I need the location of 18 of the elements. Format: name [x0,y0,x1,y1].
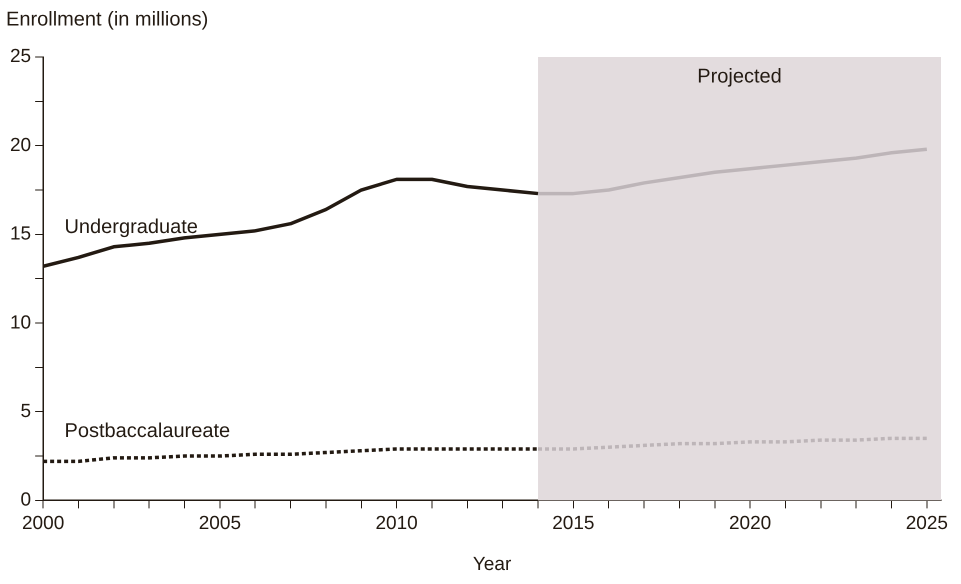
x-axis-title: Year [472,554,512,575]
y-tick-label: 25 [10,46,32,68]
y-axis-title: Enrollment (in millions) [6,8,208,31]
y-tick-label: 5 [20,400,32,422]
y-tick-label: 20 [10,134,32,156]
x-tick-label: 2005 [198,513,242,534]
line-series [536,436,929,451]
y-tick-label: 10 [10,312,32,334]
x-tick-label: 2000 [22,513,64,534]
series-label: Undergraduate [64,216,198,238]
x-tick-label: 2020 [728,513,772,534]
x-tick-label: 2015 [552,513,595,534]
series-label: Postbaccalaureate [64,420,230,442]
band-label: Projected [697,66,782,88]
x-tick-label: 2025 [906,513,948,534]
x-tick-label: 2010 [375,513,418,534]
y-tick-label: 0 [20,490,32,511]
y-tick-label: 15 [10,224,32,245]
